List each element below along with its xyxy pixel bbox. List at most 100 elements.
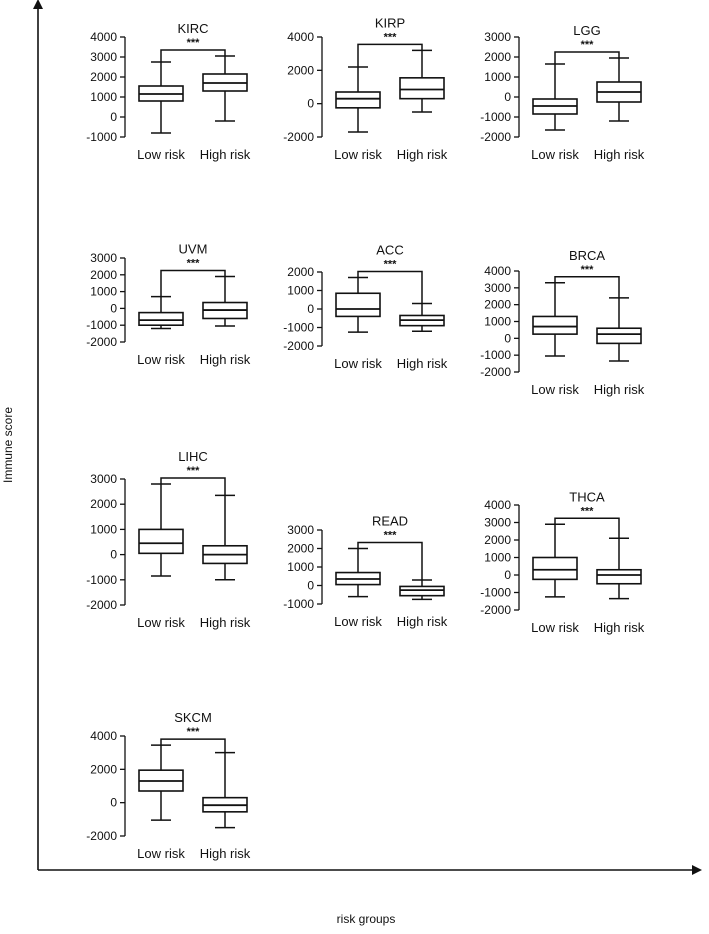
y-tick-label: 0 [110,796,117,810]
significance-label: *** [187,37,201,49]
panel-uvm: -2000 -1000 0 1000 2000 3000 Low risk High risk… [86,241,250,367]
y-tick-label: 2000 [90,762,117,776]
y-tick-label: 2000 [90,268,117,282]
category-label: Low risk [137,147,185,162]
y-tick-label: 0 [307,579,314,593]
category-label: Low risk [334,356,382,371]
y-tick-label: -1000 [480,110,511,124]
y-tick-label: -1000 [480,586,511,600]
category-label: Low risk [137,846,185,861]
y-tick-label: 2000 [287,265,314,279]
iqr-box [335,91,381,109]
category-label: Low risk [137,352,185,367]
category-label: Low risk [531,620,579,635]
panel-skcm: -2000 0 2000 4000 Low risk High risk ***SKCM [86,710,250,861]
category-label: High risk [200,846,251,861]
y-tick-label: 1000 [90,90,117,104]
y-tick-label: 0 [110,110,117,124]
y-tick-label: 0 [504,331,511,345]
category-label: High risk [594,147,645,162]
y-tick-label: 0 [307,97,314,111]
significance-label: *** [187,257,201,269]
category-label: High risk [594,382,645,397]
panel-acc: -2000 -1000 0 1000 2000 Low risk High risk ***A… [283,243,447,371]
category-label: High risk [397,356,448,371]
box-low-risk [138,61,184,134]
category-label: High risk [594,620,645,635]
significance-label: *** [581,505,595,517]
box-high-risk [202,275,248,327]
panel-read: -1000 0 1000 2000 3000 Low risk High risk ***RE… [283,514,447,630]
panel-title: BRCA [569,248,605,263]
significance-label: *** [384,31,398,43]
panel-title: LGG [573,23,600,38]
y-tick-label: 4000 [90,729,117,743]
panel-title: KIRP [375,15,405,30]
box-low-risk [532,63,578,131]
y-tick-label: -2000 [86,829,117,843]
box-low-risk [138,744,184,821]
panel-title: SKCM [174,710,212,725]
box-high-risk [202,751,248,829]
y-tick-label: 1000 [287,284,314,298]
y-tick-label: 3000 [484,516,511,530]
significance-bracket [357,270,423,304]
y-tick-label: 1000 [90,285,117,299]
panel-title: LIHC [178,449,208,464]
y-tick-label: -2000 [283,339,314,353]
significance-label: *** [581,39,595,51]
iqr-box [335,292,381,318]
y-tick-label: 2000 [484,533,511,547]
y-tick-label: 3000 [484,281,511,295]
y-tick-label: -1000 [86,130,117,144]
box-low-risk [138,483,184,577]
box-high-risk [399,579,445,601]
panel-title: READ [372,514,408,529]
box-high-risk [202,55,248,122]
category-label: High risk [200,615,251,630]
y-tick-label: 2000 [484,298,511,312]
iqr-box [596,327,642,345]
iqr-box [532,315,578,335]
y-tick-label: 1000 [484,551,511,565]
y-tick-label: 1000 [287,560,314,574]
significance-label: *** [581,264,595,276]
y-tick-label: -1000 [283,321,314,335]
box-low-risk [335,547,381,598]
significance-label: *** [384,530,398,542]
box-high-risk [399,302,445,332]
y-tick-label: 2000 [287,542,314,556]
y-tick-label: 1000 [484,70,511,84]
panels: -1000 0 1000 2000 3000 4000 Low risk High risk *… [86,15,644,861]
iqr-box [399,77,445,100]
y-tick-label: 3000 [484,30,511,44]
category-label: High risk [200,147,251,162]
significance-bracket [357,43,423,67]
y-tick-label: 3000 [287,523,314,537]
y-tick-label: 1000 [90,522,117,536]
box-high-risk [596,57,642,122]
significance-bracket [160,477,226,496]
y-tick-label: -1000 [480,348,511,362]
significance-bracket [554,51,620,64]
y-tick-label: 4000 [484,498,511,512]
y-tick-label: 2000 [287,63,314,77]
box-low-risk [138,295,184,330]
iqr-box [138,311,184,327]
box-high-risk [399,49,445,113]
y-tick-label: 0 [110,301,117,315]
y-tick-label: 0 [307,302,314,316]
significance-label: *** [384,259,398,271]
panel-kirc: -1000 0 1000 2000 3000 4000 Low risk High risk *… [86,21,250,162]
y-tick-label: 4000 [484,264,511,278]
iqr-box [532,556,578,581]
y-tick-label: -2000 [480,603,511,617]
panel-title: KIRC [177,21,208,36]
iqr-box [399,585,445,597]
y-tick-label: 1000 [484,315,511,329]
y-tick-label: -2000 [283,130,314,144]
panel-thca: -2000 -1000 0 1000 2000 3000 4000 Low risk High … [480,489,644,635]
y-tick-label: 4000 [90,30,117,44]
y-tick-label: 0 [110,548,117,562]
significance-label: *** [187,465,201,477]
